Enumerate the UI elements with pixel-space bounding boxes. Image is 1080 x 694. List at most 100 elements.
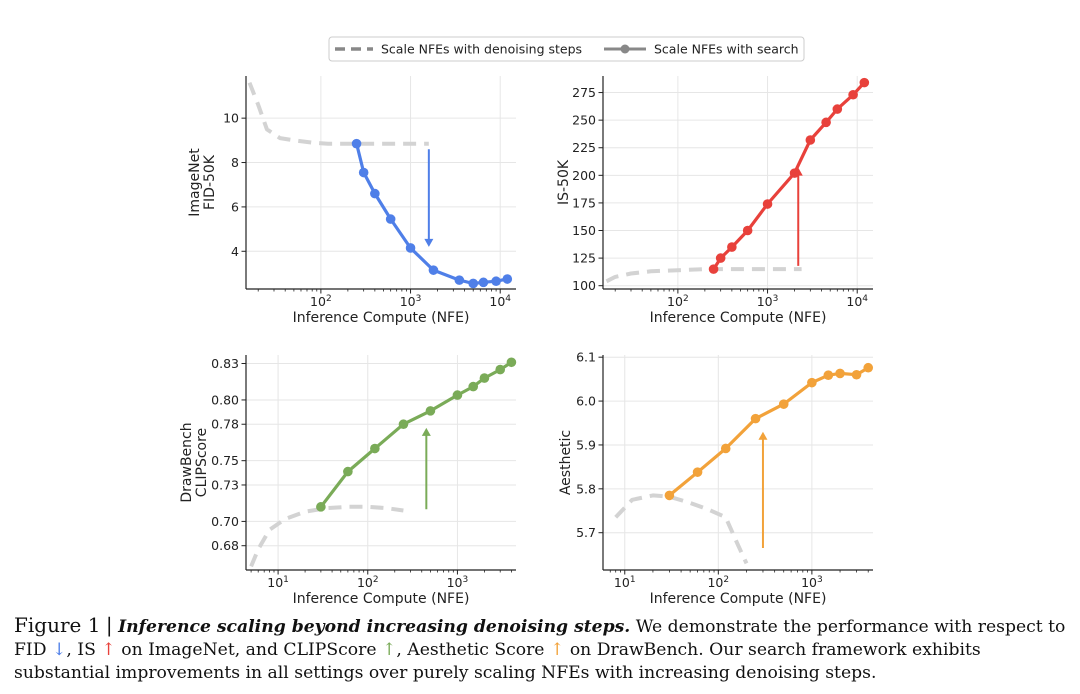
clip-search-point [468, 381, 479, 392]
aesthetic-ylabel: Aesthetic [558, 430, 574, 495]
aesthetic-search-point [720, 443, 731, 454]
clip-ytick-label: 0.75 [211, 453, 239, 468]
is-search-point [848, 89, 858, 100]
clip-search-point [343, 466, 353, 477]
clip-xtick-label: 102 [357, 575, 379, 590]
aesthetic-xtick-label: 103 [801, 575, 823, 590]
aesthetic-ytick-label: 5.7 [576, 525, 596, 540]
is-search-point [708, 264, 719, 274]
is-ytick-label: 200 [572, 168, 596, 183]
legend-frame [328, 36, 805, 62]
is-denoising-steps-line [605, 267, 802, 284]
legend: Scale NFEs with denoising steps Scale NF… [328, 36, 805, 62]
fid-search-point [454, 275, 465, 285]
clip-ylabel: CLIPScore [194, 428, 210, 497]
clipscore-up-arrow-icon: ↑ [381, 640, 397, 660]
legend-search-marker [620, 44, 630, 54]
is-xtick-label: 104 [846, 294, 868, 309]
is-xtick-label: 103 [757, 294, 779, 309]
aesthetic-search-point [807, 377, 817, 388]
caption-text-3: on ImageNet, and CLIPScore [121, 640, 377, 660]
fid-search-point [502, 274, 513, 284]
clip-search-point [425, 406, 436, 416]
clip-search-point [398, 419, 409, 430]
aesthetic-trend-arrowhead-icon [758, 431, 768, 440]
fid-search-line [355, 142, 509, 286]
clip-ytick-label: 0.83 [211, 356, 239, 371]
fid-search-point [468, 278, 479, 289]
is-search-point [715, 253, 726, 263]
caption-text-4: , Aesthetic Score [396, 640, 545, 660]
is-xtick-label: 102 [667, 294, 689, 309]
aesthetic-ytick-label: 5.9 [576, 437, 596, 452]
panel-is: 102 103 104 100 125 150 175 200 225 250 275 Inferen… [556, 76, 873, 326]
aesthetic-search-point [823, 370, 834, 380]
aesthetic-search-point [863, 362, 874, 373]
legend-search-label: Scale NFEs with search [654, 42, 799, 57]
is-ytick-label: 125 [572, 251, 596, 266]
fid-search-point [405, 243, 416, 253]
clip-search-point [495, 364, 506, 375]
clip-search-point [370, 443, 380, 454]
fid-search-point [370, 188, 380, 199]
clip-ytick-label: 0.68 [211, 538, 239, 553]
fid-search-point [428, 265, 439, 275]
is-search-point [805, 135, 816, 145]
aesthetic-search-line [667, 366, 870, 497]
figure-canvas: Scale NFEs with denoising steps Scale NF… [179, 36, 874, 607]
panel-clipscore: 101 102 103 0.68 0.70 0.73 0.75 0.78 0.80 0.83 Inf… [179, 355, 517, 607]
legend-dashed-label: Scale NFEs with denoising steps [381, 42, 582, 57]
clip-search-point [452, 390, 463, 400]
clip-denoising-steps-line [249, 504, 404, 568]
clip-ytick-label: 0.78 [211, 417, 239, 432]
is-ytick-label: 275 [572, 85, 596, 100]
is-search-point [859, 77, 870, 88]
fid-xtick-label: 104 [489, 294, 511, 309]
is-search-point [742, 225, 753, 236]
fid-search-point [351, 138, 362, 149]
is-trend-arrowhead-icon [793, 167, 803, 176]
clip-trend-arrowhead-icon [421, 427, 431, 436]
aesthetic-up-arrow-icon: ↑ [549, 640, 565, 660]
is-ytick-label: 250 [572, 113, 596, 128]
aesthetic-search-point [778, 399, 789, 409]
aesthetic-search-point [664, 490, 675, 501]
is-search-point [762, 199, 773, 209]
fid-search-point [491, 276, 501, 287]
clip-search-point [506, 357, 517, 368]
aesthetic-ytick-label: 6.0 [576, 394, 596, 409]
fid-xlabel: Inference Compute (NFE) [293, 310, 470, 326]
caption-title: Inference scaling beyond increasing deno… [118, 617, 631, 637]
caption-text-2: , IS [66, 640, 96, 660]
clip-ylabel-group: DrawBench [179, 422, 195, 502]
clip-search-point [479, 373, 490, 383]
clip-xlabel: Inference Compute (NFE) [293, 591, 470, 607]
clip-ytick-label: 0.70 [211, 514, 239, 529]
clip-ytick-label: 0.73 [211, 477, 239, 492]
clip-search-line [319, 360, 513, 509]
aesthetic-denoising-steps-line [614, 493, 749, 565]
aesthetic-search-point [750, 413, 761, 424]
caption-label: Figure 1 [14, 613, 101, 637]
aesthetic-search-point [835, 368, 845, 379]
fid-xtick-label: 103 [400, 294, 422, 309]
aesthetic-xlabel: Inference Compute (NFE) [650, 591, 827, 607]
fid-xtick-label: 102 [310, 294, 332, 309]
panel-fid: 102 103 104 4 6 8 10 Inference Compute (NFE) Ima… [187, 76, 516, 326]
clip-search-point [316, 502, 326, 512]
is-search-point [832, 104, 843, 114]
is-up-arrow-icon: ↑ [101, 640, 116, 660]
fid-search-point [478, 277, 489, 288]
aesthetic-xtick-label: 101 [614, 575, 636, 590]
clip-ytick-label: 0.80 [211, 392, 239, 407]
fid-trend-arrowhead-icon [424, 238, 434, 247]
fid-ytick-label: 4 [231, 244, 239, 259]
fid-search-point [358, 167, 369, 178]
figure-caption: Figure 1 | Inference scaling beyond incr… [14, 614, 1069, 685]
fid-search-point [385, 214, 396, 224]
is-search-point [821, 117, 831, 128]
aesthetic-ytick-label: 5.8 [576, 481, 596, 496]
aesthetic-ytick-label: 6.1 [576, 350, 596, 365]
fid-ytick-label: 10 [223, 111, 239, 126]
caption-text-1: We demonstrate the performance with resp… [14, 617, 1066, 660]
